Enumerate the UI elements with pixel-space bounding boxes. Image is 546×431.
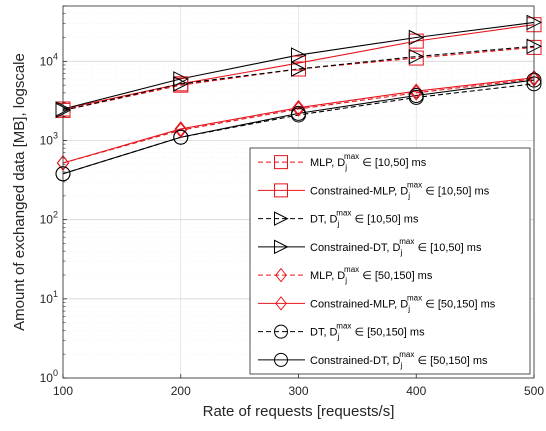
legend-label-1: MLP, Djmax ∈ [10,50] ms [310, 152, 427, 172]
series-line-8 [62, 79, 535, 175]
data-point-s6-2 [174, 121, 187, 137]
data-point-s3-3 [291, 61, 307, 77]
x-axis-label: Rate of requests [requests/s] [203, 403, 395, 420]
legend-marker-6 [275, 296, 287, 311]
legend-label-3: DT, Djmax ∈ [10,50] ms [310, 209, 419, 229]
data-point-s5-4 [410, 85, 423, 101]
legend-label-7: DT, Djmax ∈ [50,150] ms [310, 322, 425, 342]
series-line-3 [62, 45, 535, 111]
y-tick-label: 101 [40, 289, 58, 306]
x-tick-label: 300 [288, 384, 308, 398]
data-point-s4-3 [291, 47, 307, 63]
legend-marker-4 [274, 239, 289, 255]
y-tick-label: 104 [40, 51, 58, 68]
data-point-s8-3 [291, 105, 306, 121]
ticks: 100 200 300 400 500 100 101 102 103 104 [40, 5, 544, 398]
legend: MLP, Djmax ∈ [10,50] ms Constrained-MLP, … [249, 147, 531, 375]
legend-marker-7 [274, 324, 288, 339]
legend-label-2: Constrained-MLP, Djmax ∈ [10,50] ms [310, 180, 490, 200]
legend-marker-3 [274, 211, 289, 226]
y-tick-label: 102 [40, 210, 58, 227]
data-point-s4-2 [173, 71, 189, 87]
legend-marker-1 [274, 155, 288, 170]
data-point-s8-2 [173, 129, 189, 145]
legend-label-4: Constrained-DT, Djmax ∈ [10,50] ms [310, 237, 482, 257]
data-point-s8-4 [408, 88, 424, 104]
legend-label-5: MLP, Djmax ∈ [50,150] ms [310, 265, 433, 285]
series-line-5 [62, 78, 535, 164]
legend-marker-2 [274, 183, 288, 198]
legend-marker-5 [275, 267, 287, 283]
data-point-s4-4 [408, 29, 425, 46]
series-line-4 [62, 21, 535, 110]
x-tick-label: 200 [171, 384, 191, 398]
legend-box [249, 147, 531, 375]
data-point-s6-4 [410, 83, 423, 99]
data-point-s6-3 [292, 99, 305, 116]
y-axis-label: Amount of exchanged data [MB], logscale [11, 53, 28, 331]
data-point-s3-4 [408, 48, 425, 65]
data-point-s5-2 [174, 122, 187, 138]
x-tick-label: 400 [406, 384, 426, 398]
data-point-s5-3 [292, 101, 305, 117]
legend-label-6: Constrained-MLP, Djmax ∈ [50,150] ms [310, 293, 496, 313]
legend-marker-8 [274, 352, 288, 367]
x-tick-label: 100 [53, 384, 73, 398]
y-tick-label: 103 [40, 131, 58, 148]
y-tick-label: 100 [40, 368, 58, 385]
x-tick-label: 500 [524, 384, 544, 398]
legend-label-8: Constrained-DT, Djmax ∈ [50,150] ms [310, 350, 488, 370]
series-line-1 [62, 46, 535, 111]
